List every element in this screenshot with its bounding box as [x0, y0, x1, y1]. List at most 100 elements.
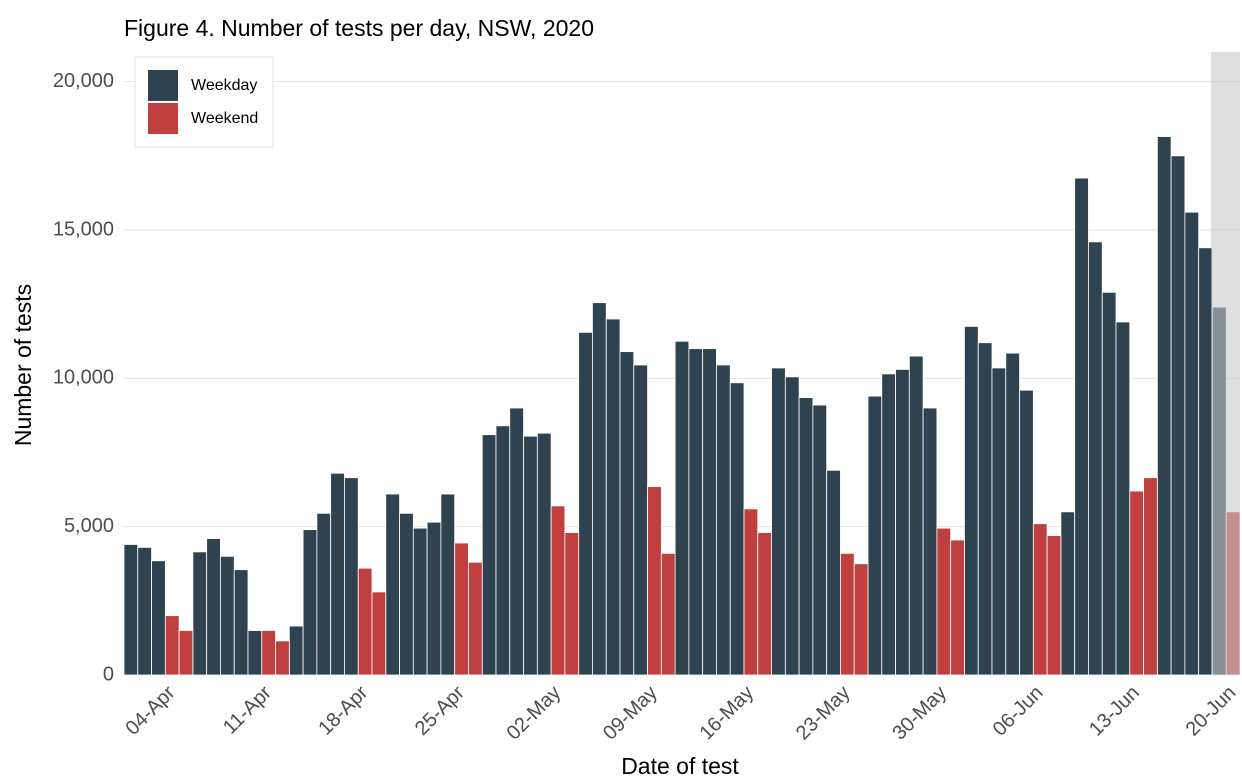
bar	[536, 432, 552, 676]
bar	[633, 364, 648, 676]
bar	[247, 630, 263, 676]
bar	[357, 567, 373, 676]
bar	[592, 302, 607, 676]
x-tick-label: 25-Apr	[411, 681, 469, 739]
bar	[468, 561, 483, 676]
bar	[330, 472, 345, 676]
x-tick-label: 30-May	[888, 682, 951, 745]
bar	[1060, 511, 1076, 676]
bar	[936, 527, 952, 676]
bar	[840, 552, 855, 676]
bar	[454, 542, 469, 676]
bar	[1074, 177, 1089, 676]
shaded-region	[1211, 52, 1240, 675]
bars	[123, 136, 1241, 676]
bar	[1088, 241, 1103, 676]
bar	[178, 630, 194, 676]
bar	[481, 434, 497, 676]
bar	[344, 477, 359, 676]
bar	[853, 563, 869, 676]
bar	[991, 367, 1007, 676]
bar	[385, 493, 400, 676]
legend: Weekday Weekend	[134, 56, 274, 148]
bar	[812, 404, 828, 676]
x-axis-title: Date of test	[621, 753, 739, 779]
legend-key	[148, 70, 178, 101]
x-tick-label: 04-Apr	[121, 681, 179, 739]
bar	[275, 640, 290, 676]
bar	[1005, 352, 1020, 676]
bar	[881, 373, 896, 676]
bar	[523, 435, 538, 676]
bar	[605, 318, 621, 676]
x-tick-label: 06-Jun	[989, 682, 1048, 741]
legend-label: Weekend	[191, 110, 258, 127]
bar	[784, 376, 800, 676]
y-tick-label: 10,000	[53, 367, 114, 389]
bar	[964, 326, 979, 676]
bar	[261, 630, 276, 676]
bar	[757, 532, 772, 676]
bar	[660, 552, 676, 676]
bar	[288, 625, 304, 676]
bar	[164, 615, 180, 676]
x-tick-label: 16-May	[695, 682, 758, 745]
bar	[688, 348, 704, 676]
bar	[702, 348, 717, 676]
bar	[867, 395, 883, 676]
legend-key	[148, 103, 178, 134]
legend-label: Weekday	[191, 77, 257, 94]
bar	[1143, 477, 1158, 676]
bar	[220, 555, 235, 676]
bar	[426, 521, 442, 676]
bar	[564, 532, 580, 676]
chart-title: Figure 4. Number of tests per day, NSW, …	[124, 15, 594, 41]
bar	[151, 560, 166, 676]
y-tick-label: 0	[103, 663, 114, 685]
bar	[578, 331, 593, 676]
x-tick-label: 11-Apr	[219, 681, 276, 738]
x-tick-label: 23-May	[792, 682, 855, 745]
bar	[1115, 321, 1131, 676]
bar	[371, 591, 387, 676]
bar	[123, 544, 139, 676]
bar	[922, 407, 938, 676]
bar	[1101, 291, 1117, 676]
bar	[826, 469, 841, 676]
bar	[233, 569, 249, 676]
x-tick-label: 18-Apr	[314, 681, 372, 739]
bar	[137, 547, 152, 676]
bar	[771, 367, 786, 676]
bar	[674, 340, 690, 676]
bar	[495, 425, 511, 676]
bar	[1170, 155, 1186, 676]
bar	[550, 505, 566, 676]
bar	[1046, 535, 1062, 676]
bar	[192, 551, 208, 676]
bar	[316, 512, 332, 676]
bar	[716, 364, 731, 676]
y-tick-label: 15,000	[53, 218, 114, 240]
bar	[1019, 389, 1034, 676]
bar	[977, 342, 993, 676]
bar	[1032, 523, 1048, 676]
x-tick-label: 02-May	[503, 682, 566, 745]
x-tick-label: 20-Jun	[1182, 682, 1241, 741]
y-tick-label: 20,000	[53, 70, 114, 92]
bar	[1129, 490, 1144, 676]
bar	[1184, 211, 1200, 676]
bar	[647, 486, 662, 676]
bar	[908, 355, 924, 676]
bar	[619, 351, 635, 676]
bar	[798, 397, 814, 676]
y-axis-title: Number of tests	[10, 284, 36, 446]
bar	[729, 382, 745, 676]
bar	[743, 508, 759, 676]
bar	[509, 407, 524, 676]
x-tick-label: 13-Jun	[1085, 682, 1144, 741]
bar	[1198, 247, 1213, 676]
bar	[399, 512, 414, 676]
bar	[412, 527, 428, 676]
